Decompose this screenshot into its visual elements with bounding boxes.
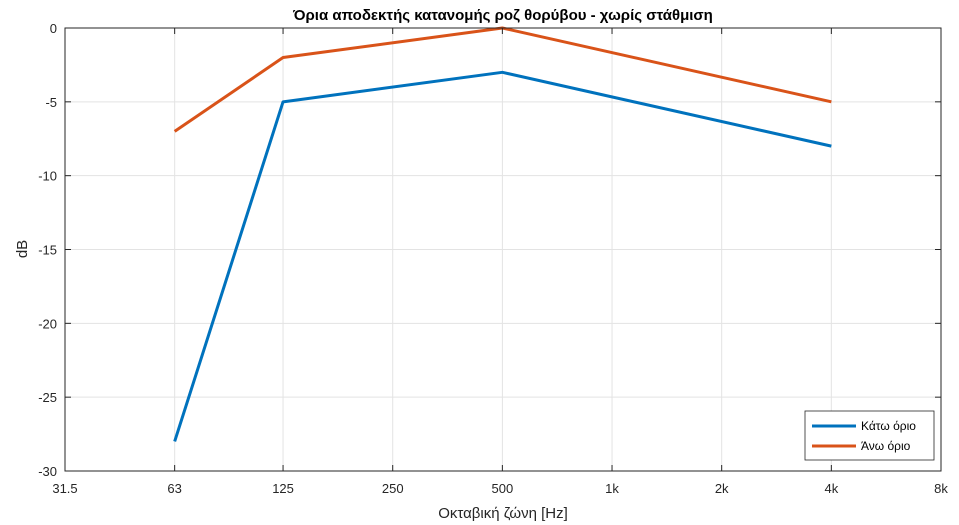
chart-title: Όρια αποδεκτής κατανομής ροζ θορύβου - χ… [292, 7, 713, 24]
x-tick-label: 500 [492, 481, 514, 496]
x-tick-label: 250 [382, 481, 404, 496]
axis-ticks: 31.5 63 125 250 500 1k 2k 4k 8k -30 -25 -20 -15 -10 -5… [38, 21, 948, 496]
y-tick-label: -10 [38, 169, 57, 184]
legend-label-2: Άνω όριο [861, 439, 911, 453]
x-tick-label: 8k [934, 481, 948, 496]
y-tick-label: -5 [45, 95, 57, 110]
legend-box [804, 410, 935, 461]
x-tick-label: 2k [715, 481, 729, 496]
y-tick-label: -30 [38, 464, 57, 479]
y-tick-label: -20 [38, 316, 57, 331]
x-axis-label: Οκταβική ζώνη [Hz] [438, 505, 568, 522]
series-line-2 [173, 26, 832, 133]
x-tick-label: 125 [272, 481, 294, 496]
legend: Κάτω όριο Άνω όριο [804, 410, 935, 461]
y-tick-label: -25 [38, 390, 57, 405]
x-tick-label: 1k [605, 481, 619, 496]
y-tick-label: -15 [38, 243, 57, 258]
x-tick-label: 4k [824, 481, 838, 496]
x-tick-label: 63 [167, 481, 181, 496]
series-line-1 [173, 70, 832, 442]
y-tick-label: 0 [50, 21, 57, 36]
legend-label-1: Κάτω όριο [861, 419, 916, 433]
x-tick-label: 31.5 [52, 481, 77, 496]
series-lines [173, 26, 832, 442]
y-axis-label: dB [14, 240, 31, 258]
